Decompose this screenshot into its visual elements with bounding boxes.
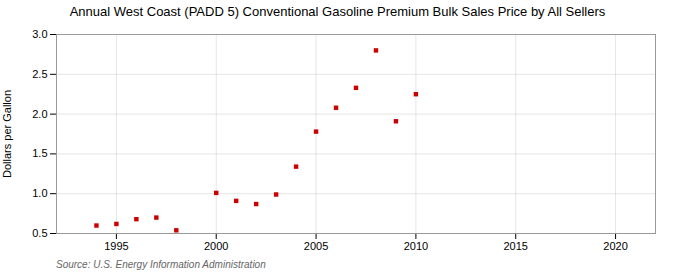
svg-text:2010: 2010 [404,240,428,252]
svg-text:3.0: 3.0 [32,28,47,40]
svg-text:2020: 2020 [603,240,627,252]
svg-text:2.0: 2.0 [32,107,47,119]
svg-text:2.5: 2.5 [32,67,47,79]
svg-text:2015: 2015 [503,240,527,252]
html-text:Source: U.S. Energy Informatio: Source: U.S. Energy Information Administ… [56,258,266,270]
html-text:Annual West Coast (PADD 5) Con: Annual West Coast (PADD 5) Conventional … [69,4,606,19]
svg-text:1.5: 1.5 [32,147,47,159]
svg-text:Dollars per Gallon: Dollars per Gallon [1,90,13,178]
svg-text:2000: 2000 [204,240,228,252]
svg-text:2005: 2005 [304,240,328,252]
svg-text:1.0: 1.0 [32,187,47,199]
svg-text:1995: 1995 [104,240,128,252]
svg-text:0.5: 0.5 [32,227,47,239]
